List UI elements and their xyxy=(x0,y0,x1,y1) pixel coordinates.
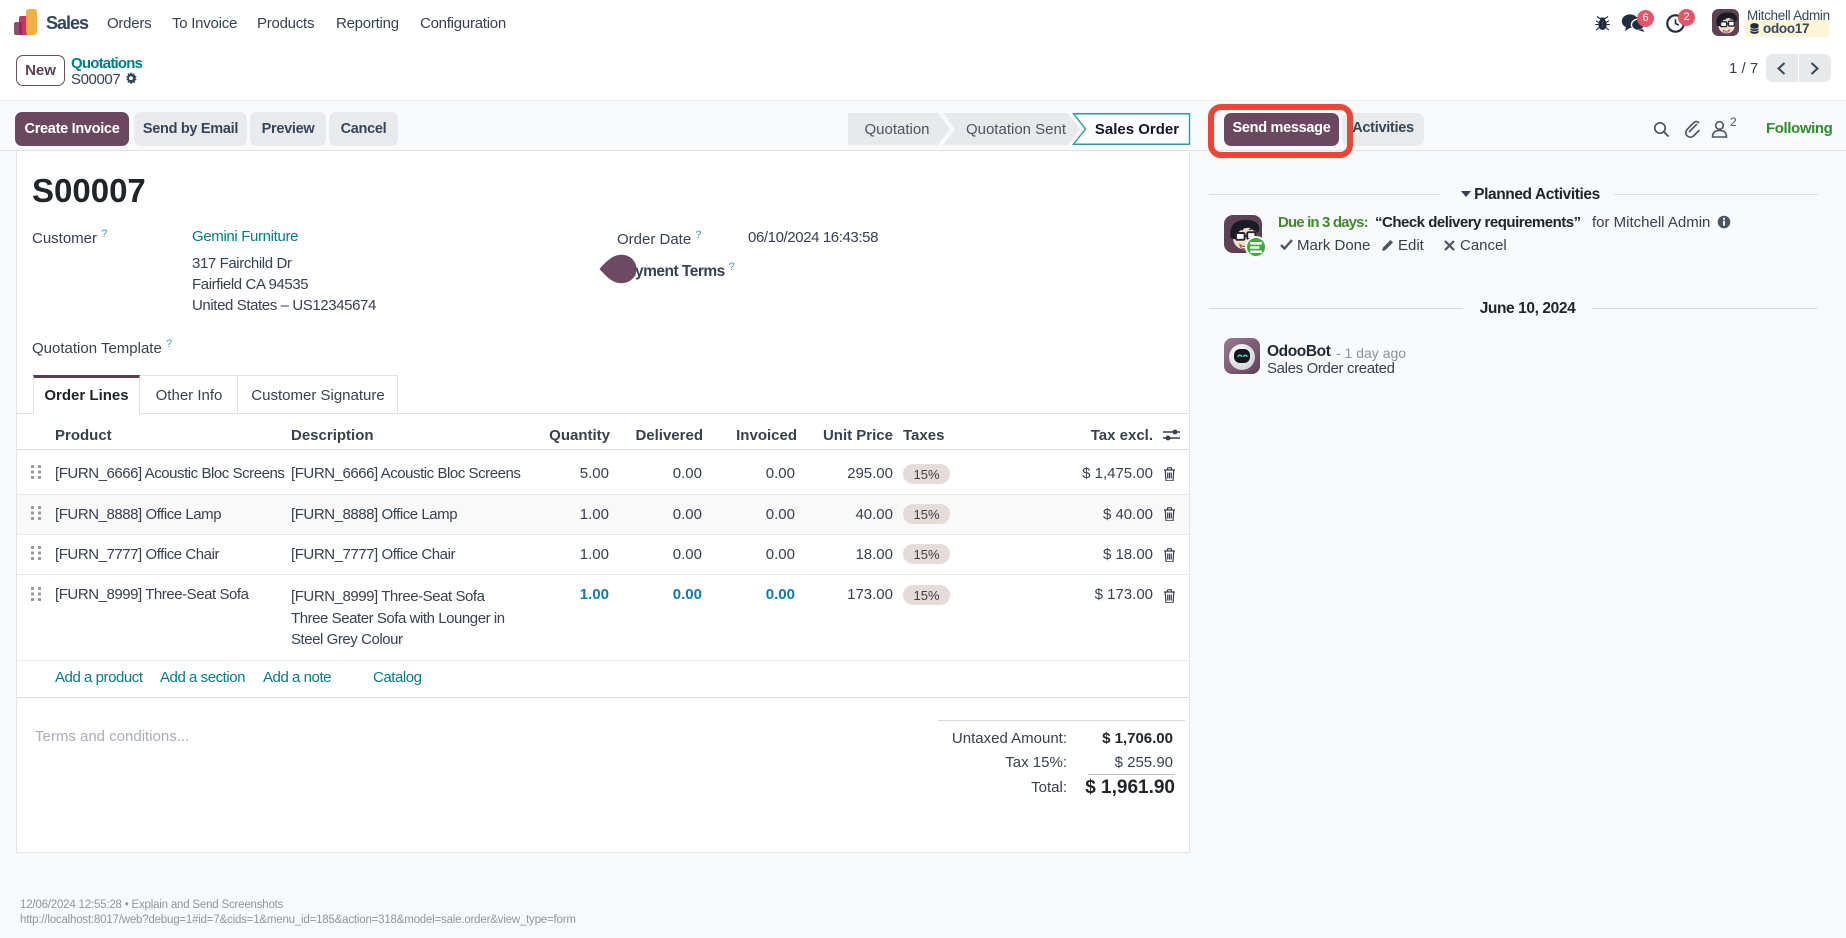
svg-text:Quotation Sent: Quotation Sent xyxy=(966,121,1067,138)
svg-text:Sales Order: Sales Order xyxy=(1095,121,1179,138)
svg-text:Quotation: Quotation xyxy=(864,121,929,138)
